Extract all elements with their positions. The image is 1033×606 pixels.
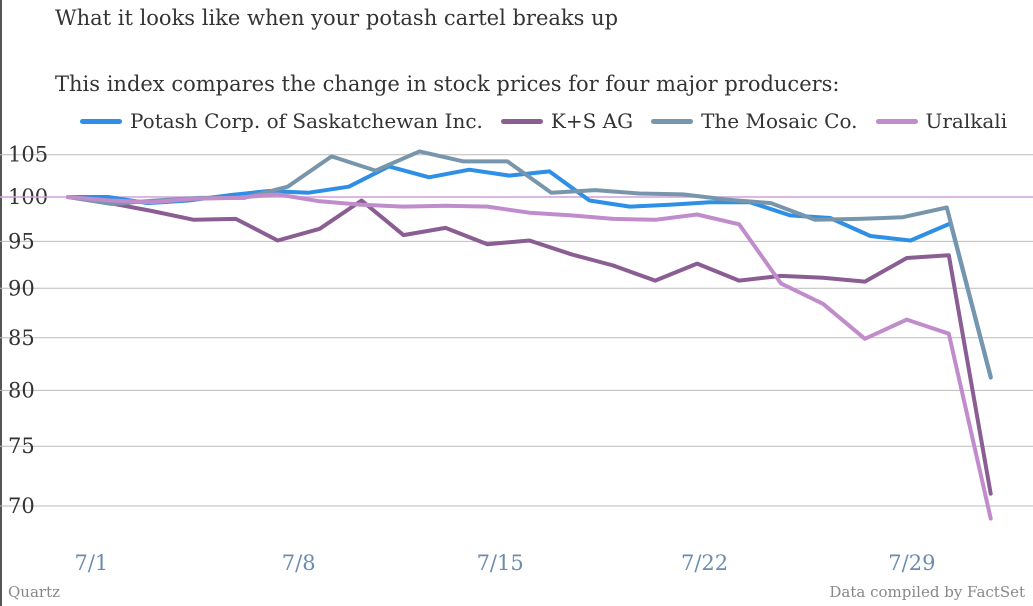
legend-label-uralkali: Uralkali	[925, 109, 1008, 133]
series-line-uralkali	[66, 192, 993, 521]
x-tick-label: 7/1	[74, 551, 108, 575]
x-tick-label: 7/8	[282, 551, 316, 575]
x-tick-label: 7/22	[681, 551, 728, 575]
y-tick-label: 105	[8, 143, 48, 167]
x-tick-label: 7/15	[477, 551, 524, 575]
y-tick-label: 90	[8, 276, 35, 300]
chart-subtitle: This index compares the change in stock …	[55, 72, 840, 96]
footer-source-left: Quartz	[8, 583, 61, 601]
legend-label-potash: Potash Corp. of Saskatchewan Inc.	[130, 109, 483, 133]
legend-swatch-ks	[500, 118, 543, 124]
legend-swatch-mosaic	[651, 118, 694, 124]
chart-title: What it looks like when your potash cart…	[55, 6, 619, 30]
series-line-mosaic	[66, 149, 993, 379]
series-line-ks	[66, 195, 993, 496]
y-tick-label: 70	[8, 494, 35, 518]
legend-item-mosaic: The Mosaic Co.	[651, 109, 858, 133]
y-tick-label: 95	[8, 229, 35, 253]
legend-label-ks: K+S AG	[550, 109, 634, 133]
footer-source-right: Data compiled by FactSet	[829, 583, 1025, 601]
left-border	[0, 0, 2, 606]
legend: Potash Corp. of Saskatchewan Inc. K+S AG…	[80, 106, 1025, 136]
y-tick-label: 85	[8, 326, 35, 350]
legend-item-uralkali: Uralkali	[875, 109, 1008, 133]
y-tick-label: 75	[8, 434, 35, 458]
legend-item-potash: Potash Corp. of Saskatchewan Inc.	[80, 109, 483, 133]
legend-label-mosaic: The Mosaic Co.	[701, 109, 858, 133]
y-tick-label: 80	[8, 378, 35, 402]
legend-item-ks: K+S AG	[500, 109, 634, 133]
x-tick-label: 7/29	[888, 551, 935, 575]
legend-swatch-uralkali	[875, 118, 918, 124]
legend-swatch-potash	[80, 118, 122, 124]
